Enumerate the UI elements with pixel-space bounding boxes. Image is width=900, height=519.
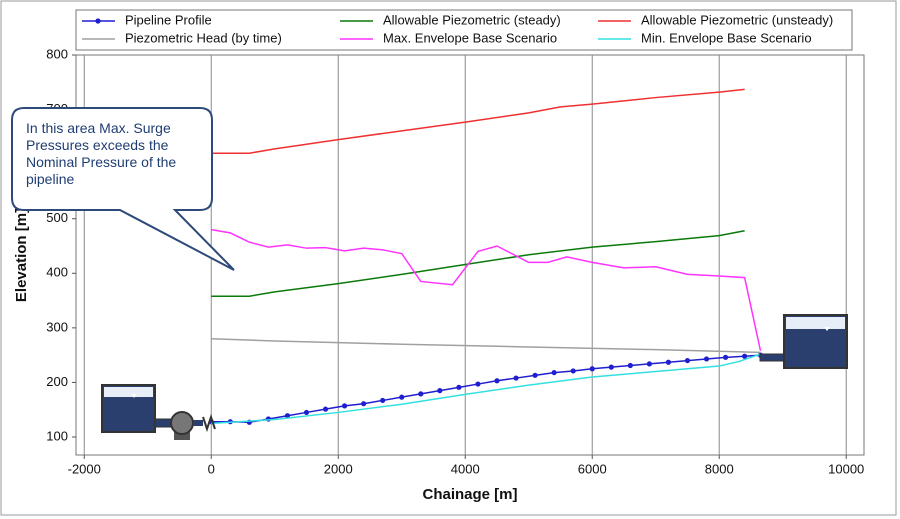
x-tick-label: 0 xyxy=(208,461,215,476)
series-line xyxy=(211,338,761,354)
y-axis-label: Elevation [m] xyxy=(13,208,30,302)
marker xyxy=(742,353,748,359)
marker xyxy=(475,381,481,387)
marker xyxy=(361,401,367,407)
marker xyxy=(513,375,519,381)
y-tick-label: 300 xyxy=(46,319,68,334)
legend-label: Min. Envelope Base Scenario xyxy=(641,30,812,45)
marker xyxy=(684,357,691,364)
y-tick-label: 500 xyxy=(46,210,68,225)
legend-label: Allowable Piezometric (steady) xyxy=(383,12,561,27)
reservoir-icon xyxy=(759,314,848,369)
x-tick-label: 6000 xyxy=(578,461,607,476)
series-line xyxy=(211,229,745,297)
series-line xyxy=(211,88,745,154)
series-line xyxy=(211,354,761,424)
marker xyxy=(284,413,291,419)
marker xyxy=(703,356,710,362)
marker xyxy=(589,366,595,372)
marker xyxy=(265,416,271,422)
y-tick-label: 400 xyxy=(46,265,68,280)
legend-label: Pipeline Profile xyxy=(125,12,212,27)
legend-label: Max. Envelope Base Scenario xyxy=(383,30,557,45)
series-line xyxy=(211,228,762,351)
y-tick-label: 100 xyxy=(46,428,68,443)
marker xyxy=(551,369,557,376)
marker xyxy=(646,361,652,367)
marker xyxy=(418,391,424,397)
marker xyxy=(341,403,348,409)
x-tick-label: 8000 xyxy=(705,461,734,476)
annotation: In this area Max. Surge Pressures exceed… xyxy=(26,120,177,187)
x-tick-label: -2000 xyxy=(68,461,101,476)
marker xyxy=(322,406,329,412)
series-line xyxy=(211,353,761,425)
y-tick-label: 200 xyxy=(46,374,68,389)
marker xyxy=(722,354,729,360)
marker xyxy=(665,359,672,365)
marker xyxy=(399,394,405,400)
pump-station-icon xyxy=(101,384,216,440)
marker xyxy=(456,384,462,390)
marker xyxy=(494,378,500,384)
marker xyxy=(380,397,386,404)
legend-label: Piezometric Head (by time) xyxy=(125,30,282,45)
legend xyxy=(75,9,853,51)
marker xyxy=(303,409,310,416)
y-tick-label: 800 xyxy=(46,46,68,61)
x-tick-label: 10000 xyxy=(828,461,864,476)
legend-marker xyxy=(95,18,101,24)
marker xyxy=(532,372,538,378)
x-axis-label: Chainage [m] xyxy=(422,486,517,503)
callout xyxy=(11,107,235,271)
x-tick-label: 2000 xyxy=(324,461,353,476)
x-tick-label: 4000 xyxy=(451,461,480,476)
marker xyxy=(627,362,633,369)
marker xyxy=(608,364,614,370)
marker xyxy=(437,388,443,394)
legend-label: Allowable Piezometric (unsteady) xyxy=(641,12,833,27)
marker xyxy=(570,368,576,374)
